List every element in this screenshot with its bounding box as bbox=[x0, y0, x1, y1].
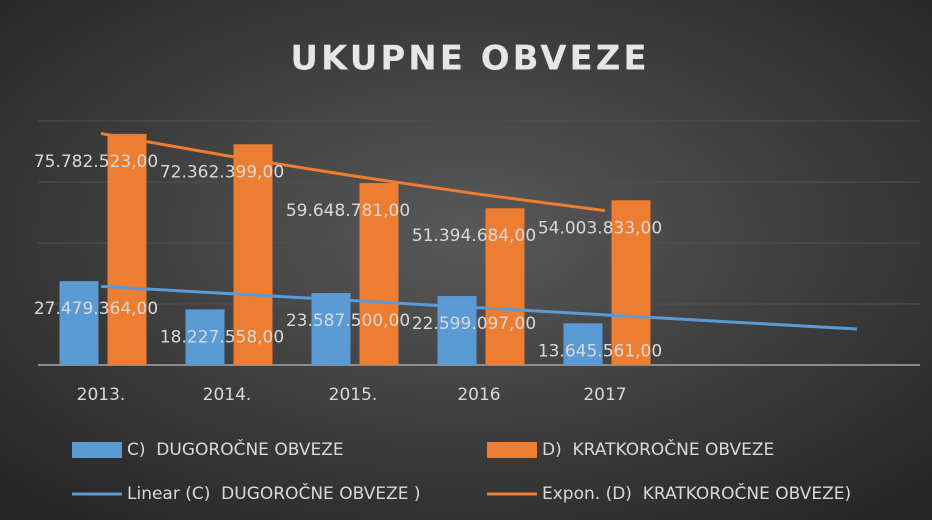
data-label: 18.227.558,00 bbox=[160, 327, 284, 347]
data-label: 54.003.833,00 bbox=[538, 218, 662, 238]
legend-swatch bbox=[487, 442, 537, 458]
bar bbox=[611, 200, 651, 365]
x-tick-label: 2014. bbox=[203, 385, 252, 405]
bar bbox=[59, 281, 99, 365]
data-label: 22.599.097,00 bbox=[412, 314, 536, 334]
data-label: 23.587.500,00 bbox=[286, 311, 410, 331]
x-tick-label: 2017 bbox=[583, 385, 626, 405]
data-label: 59.648.781,00 bbox=[286, 201, 410, 221]
bar bbox=[311, 293, 351, 365]
trendline bbox=[100, 284, 858, 331]
chart-title: UKUPNE OBVEZE bbox=[290, 39, 649, 79]
bar bbox=[233, 144, 273, 365]
x-tick-label: 2015. bbox=[329, 385, 378, 405]
data-label: 72.362.399,00 bbox=[160, 162, 284, 182]
bar bbox=[485, 208, 525, 365]
legend-swatch bbox=[72, 442, 122, 458]
legend-label: Expon. (D) KRATKOROČNE OBVEZE) bbox=[542, 482, 851, 504]
legend-label: Linear (C) DUGOROČNE OBVEZE ) bbox=[127, 482, 421, 504]
bar bbox=[107, 133, 147, 365]
legend-label: C) DUGOROČNE OBVEZE bbox=[127, 438, 344, 460]
data-label: 13.645.561,00 bbox=[538, 341, 662, 361]
bar bbox=[563, 323, 603, 365]
data-label: 27.479.364,00 bbox=[34, 299, 158, 319]
x-tick-label: 2016 bbox=[457, 385, 500, 405]
x-tick-label: 2013. bbox=[77, 385, 126, 405]
bar bbox=[359, 183, 399, 365]
bar bbox=[185, 309, 225, 365]
trendline bbox=[100, 132, 606, 213]
legend-label: D) KRATKOROČNE OBVEZE bbox=[542, 438, 774, 460]
data-label: 75.782.523,00 bbox=[34, 152, 158, 172]
data-label: 51.394.684,00 bbox=[412, 226, 536, 246]
